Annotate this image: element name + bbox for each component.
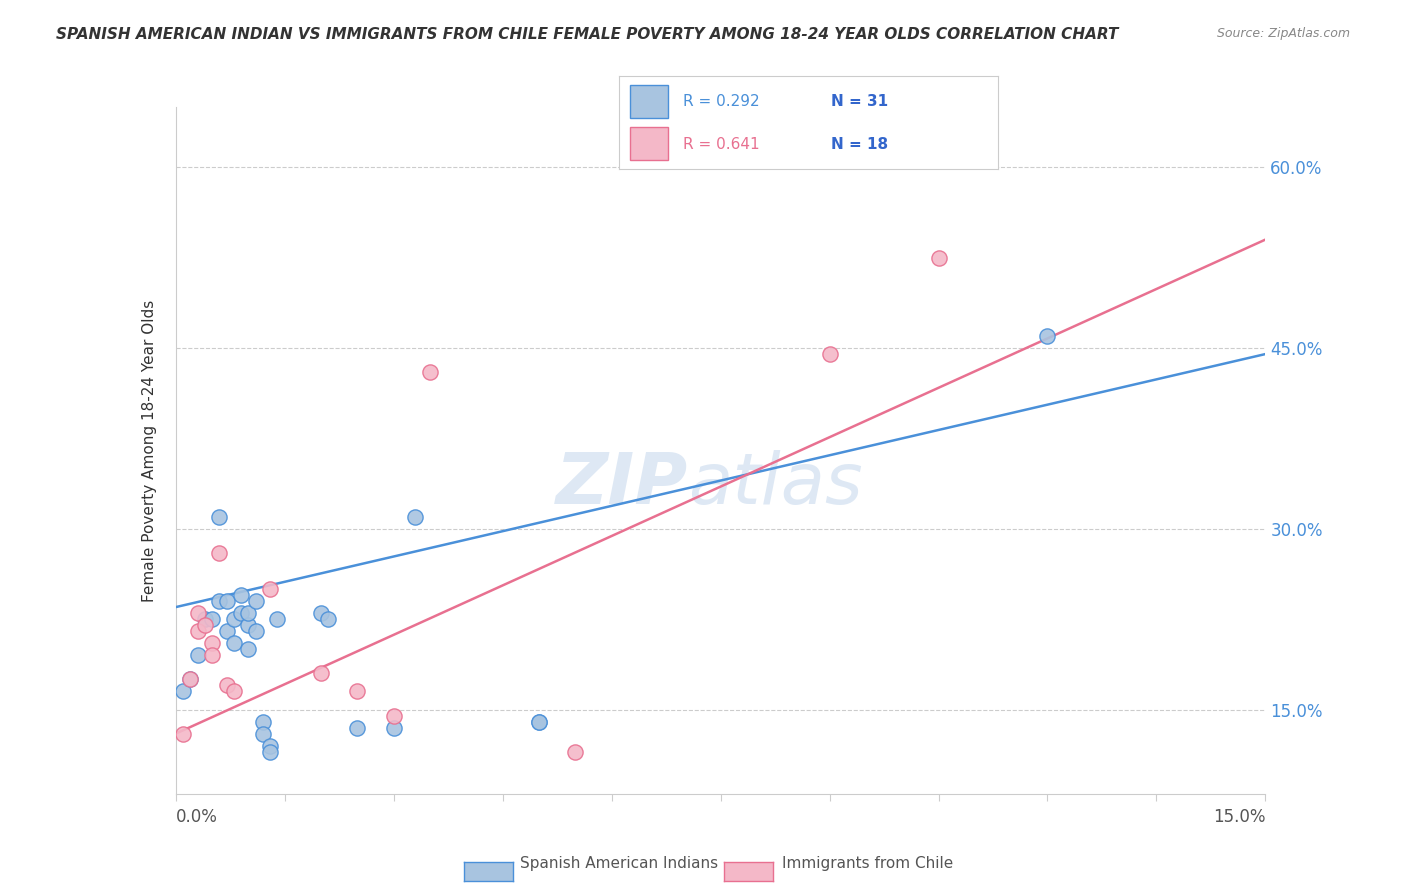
Point [179,673,201,687]
Point [564,745,586,759]
Point [238,618,260,632]
Point [928,251,950,265]
Point [1036,329,1059,343]
Point [222,612,245,626]
Point [208,546,231,560]
Text: 0.0%: 0.0% [176,808,218,826]
Text: 15.0%: 15.0% [1213,808,1265,826]
Y-axis label: Female Poverty Among 18-24 Year Olds: Female Poverty Among 18-24 Year Olds [142,300,157,601]
Point [208,509,231,524]
Point [201,648,224,663]
Point [318,612,340,626]
Point [222,684,245,698]
Point [231,588,253,602]
Point [346,721,368,735]
Point [172,684,194,698]
FancyBboxPatch shape [630,85,668,118]
Point [222,636,245,650]
Point [179,673,201,687]
Point [527,714,550,729]
Point [405,509,427,524]
Point [201,636,224,650]
Point [215,678,238,692]
Point [259,745,281,759]
Text: SPANISH AMERICAN INDIAN VS IMMIGRANTS FROM CHILE FEMALE POVERTY AMONG 18-24 YEAR: SPANISH AMERICAN INDIAN VS IMMIGRANTS FR… [56,27,1119,42]
Text: N = 31: N = 31 [831,94,889,109]
Point [201,612,224,626]
Point [186,624,209,639]
Point [194,618,217,632]
Point [419,365,441,379]
Point [252,714,274,729]
Point [215,594,238,608]
Point [194,612,217,626]
Point [215,624,238,639]
Point [186,606,209,620]
Text: R = 0.641: R = 0.641 [683,136,759,152]
Point [238,606,260,620]
Point [231,606,253,620]
Text: Spanish American Indians: Spanish American Indians [520,855,718,871]
Point [259,739,281,753]
FancyBboxPatch shape [630,128,668,160]
Text: Source: ZipAtlas.com: Source: ZipAtlas.com [1216,27,1350,40]
Point [238,642,260,657]
Point [818,347,841,361]
Point [266,612,288,626]
Text: atlas: atlas [688,450,862,519]
Point [172,726,194,740]
Point [259,582,281,596]
Text: N = 18: N = 18 [831,136,889,152]
Point [309,606,332,620]
Point [382,708,405,723]
Point [346,684,368,698]
Text: ZIP: ZIP [555,450,688,519]
Point [382,721,405,735]
Point [527,714,550,729]
Point [208,594,231,608]
Point [252,726,274,740]
Text: Immigrants from Chile: Immigrants from Chile [782,855,953,871]
Point [245,624,267,639]
Text: R = 0.292: R = 0.292 [683,94,759,109]
Point [186,648,209,663]
Point [309,666,332,681]
Point [245,594,267,608]
